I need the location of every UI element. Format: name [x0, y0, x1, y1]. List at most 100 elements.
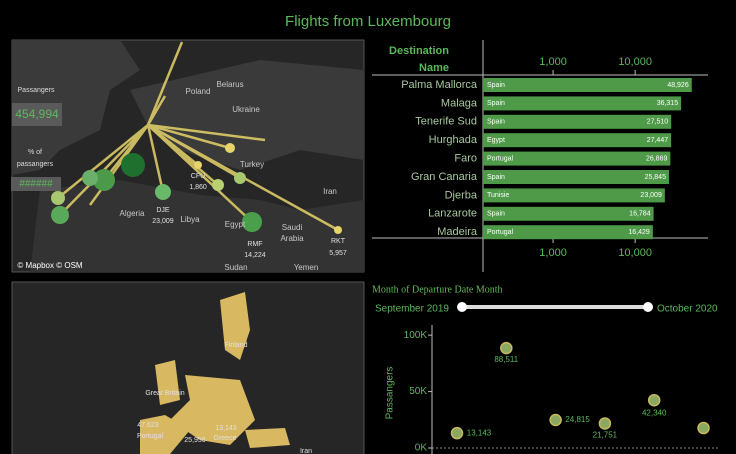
country-shape [170, 375, 255, 445]
map-label: 454,994 [15, 107, 59, 121]
dot [450, 426, 464, 440]
x-tick-label: 1,000 [539, 247, 567, 259]
map-label: Ukraine [232, 105, 260, 114]
bar [483, 133, 672, 148]
land [12, 40, 140, 175]
country-shape [220, 292, 250, 360]
bar-country: Portugal [487, 155, 514, 162]
map-label: % of [28, 149, 42, 156]
bar [483, 96, 682, 111]
category-label: Hurghada [429, 134, 478, 146]
value-label: 88,511 [494, 355, 518, 364]
bar-country: Egypt [487, 137, 505, 144]
bar [483, 151, 671, 166]
bar [483, 188, 665, 203]
bar [483, 225, 653, 240]
slider-end: October 2020 [657, 304, 718, 315]
x-tick-label: 10,000 [618, 247, 652, 259]
land [30, 180, 364, 272]
top-map: Passangers 454,994 % of passangers ###### Pol… [11, 39, 365, 273]
map-label: RKT [331, 238, 346, 245]
value-label: 24,815 [565, 415, 590, 424]
dot [697, 421, 710, 435]
slider-start: September 2019 [375, 304, 449, 315]
map-label: Great Britain [145, 390, 184, 397]
value-label: 36,315 [657, 100, 679, 107]
map-label: Finland [225, 342, 248, 349]
dot [549, 413, 562, 427]
slider-handle[interactable] [457, 302, 467, 312]
value-label: 27,447 [647, 137, 669, 144]
dashboard-title: Flights from Luxembourg [285, 13, 451, 30]
map-label: 25,956 [184, 437, 206, 444]
map-label: Poland [186, 87, 211, 96]
category-label: Palma Mallorca [401, 79, 478, 91]
map-label: DJE [156, 207, 170, 214]
value-label: 48,926 [667, 82, 689, 89]
bar-country: Tunisie [487, 192, 509, 199]
kpi-box [12, 103, 62, 126]
land [130, 60, 364, 170]
value-label: 13,143 [467, 428, 492, 437]
chart-title: Month of Departure Date Month [372, 284, 503, 295]
y-axis-label: Passangers [385, 367, 396, 420]
bar-country: Spain [487, 174, 505, 181]
map-label: CFU [191, 173, 205, 180]
map-label: passangers [17, 161, 54, 168]
map-label: 1,860 [189, 184, 207, 191]
y-tick-label: 100K [404, 330, 428, 341]
map-label: Libya [180, 215, 200, 224]
value-label: 23,009 [640, 192, 662, 199]
bar-country: Portugal [487, 229, 514, 236]
map-label: Greece [214, 435, 237, 442]
category-label: Gran Canaria [411, 171, 478, 183]
dot [598, 417, 612, 430]
map-label: Arabia [280, 234, 304, 243]
dot [647, 393, 661, 407]
bar-country: Spain [487, 100, 505, 107]
value-label: 42,340 [642, 408, 667, 417]
category-label: Faro [454, 153, 477, 165]
bar [483, 206, 654, 221]
y-tick-label: 50K [409, 386, 427, 397]
map-label: Turkey [240, 160, 264, 169]
country-shape [155, 360, 180, 405]
dot [500, 341, 513, 355]
category-label: Madeira [437, 226, 478, 238]
bar-country: Spain [487, 119, 505, 126]
value-label: 25,845 [645, 174, 667, 181]
map-label: Passangers [18, 87, 55, 94]
map-label: 47,623 [137, 422, 159, 429]
map-label: Iran [323, 187, 337, 196]
map-label: Yemen [294, 263, 319, 272]
map-label: Saudi [282, 223, 303, 232]
country-shape [245, 428, 290, 448]
value-label: 16,784 [629, 211, 651, 218]
map-label: Portugal [137, 433, 164, 440]
category-label: Malaga [441, 97, 478, 109]
bar-country: Spain [487, 211, 505, 218]
map-label: ###### [19, 179, 53, 190]
category-label: Djerba [445, 189, 478, 201]
country-shape [140, 415, 190, 454]
category-label: Lanzarote [428, 208, 477, 220]
category-label: Tenerife Sud [415, 116, 477, 128]
slider-handle[interactable] [643, 302, 653, 312]
map-label: 23,009 [152, 218, 174, 225]
bar [483, 114, 672, 129]
map-label: Iran [300, 448, 312, 454]
value-label: 21,751 [593, 431, 618, 440]
airport-dots [51, 143, 342, 234]
value-label: 26,869 [646, 155, 668, 162]
map-label: RMF [247, 241, 262, 248]
bar [483, 170, 669, 184]
map-label: 5,957 [329, 250, 347, 257]
bar-country: Spain [487, 82, 505, 89]
y-tick-label: 0K [415, 443, 428, 454]
x-tick-label: 10,000 [618, 56, 652, 68]
x-tick-label: 1,000 [539, 56, 567, 68]
map-label: 14,224 [244, 252, 266, 259]
value-label: 16,429 [628, 229, 650, 236]
column-header: Name [419, 62, 449, 74]
